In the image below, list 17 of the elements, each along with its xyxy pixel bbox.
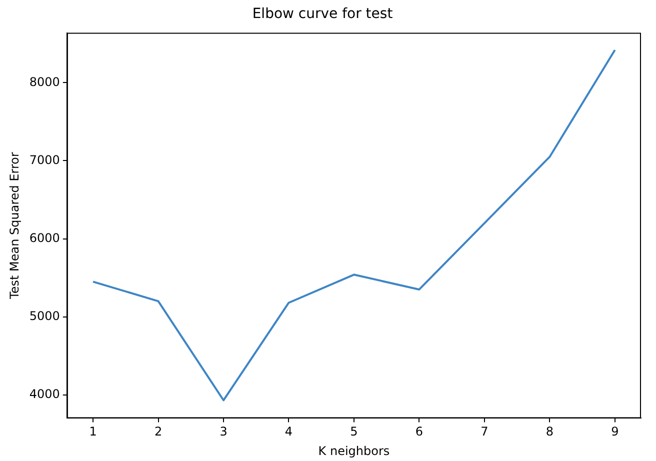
x-tick-label: 8	[546, 424, 554, 439]
x-tick-label: 3	[220, 424, 228, 439]
x-tick-label: 4	[284, 424, 293, 439]
x-tick-label: 1	[89, 424, 97, 439]
x-tick-label: 6	[415, 424, 424, 439]
y-tick-label: 4000	[29, 386, 60, 401]
y-tick-label: 6000	[29, 230, 60, 245]
y-tick-label: 5000	[29, 308, 60, 323]
x-tick-label: 2	[154, 424, 162, 439]
y-axis-title: Test Mean Squared Error	[7, 152, 22, 300]
y-tick-label: 7000	[29, 152, 60, 167]
x-tick-label: 9	[611, 424, 619, 439]
y-tick-label: 8000	[29, 74, 60, 89]
chart-title: Elbow curve for test	[252, 6, 394, 22]
x-axis-title: K neighbors	[318, 444, 390, 458]
x-tick-label: 7	[480, 424, 488, 439]
x-tick-label: 5	[350, 424, 358, 439]
